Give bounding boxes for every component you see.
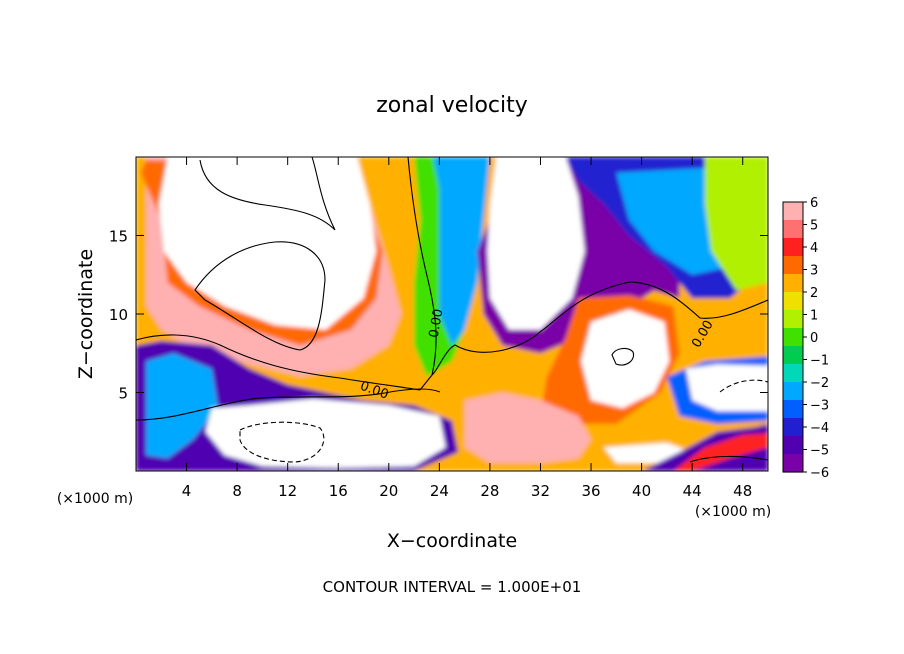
velocity-region-19 [673,433,768,471]
y-tick-label: 15 [109,228,128,246]
colorbar-swatch [783,346,803,365]
colorbar-label: −5 [810,444,829,459]
x-tick-label: 48 [733,482,752,500]
colorbar-swatch [783,310,803,329]
contour-label-zero-upper: 0.00 [427,308,447,339]
x-tick-label: 20 [379,482,398,500]
contour-interval-note: CONTOUR INTERVAL = 1.000E+01 [323,578,582,596]
x-axis: 4 8 12 16 20 24 28 32 36 40 44 48 [182,157,752,500]
colorbar-label: 3 [810,264,818,279]
colorbar-label: −1 [810,354,829,369]
colorbar-label: −3 [810,399,829,414]
velocity-region-10 [487,157,585,330]
velocity-region-5 [433,157,490,346]
x-unit-left: (×1000 m) [57,491,133,507]
colorbar-swatch [783,436,803,455]
x-tick-label: 8 [232,482,242,500]
colorbar-swatch [783,274,803,293]
y-axis: 5 10 15 [109,228,768,403]
zero-contour-lower [136,388,441,421]
velocity-region-16 [205,398,446,468]
contour-bottom-right [689,455,768,463]
contour-lines [136,157,768,463]
x-tick-label: 32 [531,482,550,500]
x-tick-label: 40 [632,482,651,500]
zero-contour-left [136,334,421,391]
colorbar-swatch [783,418,803,437]
colorbar-swatch [783,400,803,419]
x-tick-label: 24 [430,482,449,500]
colorbar-label: 4 [810,241,818,256]
x-tick-label: 36 [581,482,600,500]
colorbar-label: 1 [810,309,818,324]
colorbar-label: 5 [810,219,818,234]
colorbar-swatch [783,220,803,239]
colorbar-swatch [783,292,803,311]
colorbar-swatch [783,202,803,221]
colorbar-label: 2 [810,286,818,301]
colorbar-swatch [783,364,803,383]
colorbar-label: −2 [810,376,829,391]
y-tick-label: 10 [109,306,128,324]
velocity-region-9 [704,157,768,291]
colorbar-swatch [783,238,803,257]
x-unit-right: (×1000 m) [695,504,771,520]
x-tick-label: 12 [278,482,297,500]
x-tick-label: 28 [480,482,499,500]
x-axis-label: X−coordinate [387,530,517,552]
x-tick-label: 4 [182,482,192,500]
colorbar: 6 5 4 3 2 1 0 −1 −2 −3 −4 −5 −6 [782,196,829,481]
x-tick-label: 44 [683,482,702,500]
velocity-field [136,157,768,471]
positive-contour-left-mid [194,241,326,351]
positive-contour-small [611,347,635,366]
positive-contour-left-top [199,157,336,231]
colorbar-swatch [783,256,803,275]
chart-title: zonal velocity [376,93,528,118]
velocity-region-12 [580,309,670,409]
colorbar-label: −4 [810,421,829,436]
zero-contour-upper [407,157,437,391]
negative-contour-lower-right [719,379,768,393]
colorbar-swatch [783,382,803,401]
x-tick-label: 16 [329,482,348,500]
velocity-region-13 [464,392,591,464]
y-tick-label: 5 [118,385,128,403]
colorbar-swatch [783,454,803,473]
colorbar-label: −6 [810,466,829,481]
colorbar-label: 6 [810,196,818,211]
velocity-region-15 [146,353,219,459]
y-axis-label: Z−coordinate [75,249,97,379]
colorbar-swatch [783,328,803,347]
zero-contour-right [431,281,768,376]
colorbar-label: 0 [810,331,818,346]
